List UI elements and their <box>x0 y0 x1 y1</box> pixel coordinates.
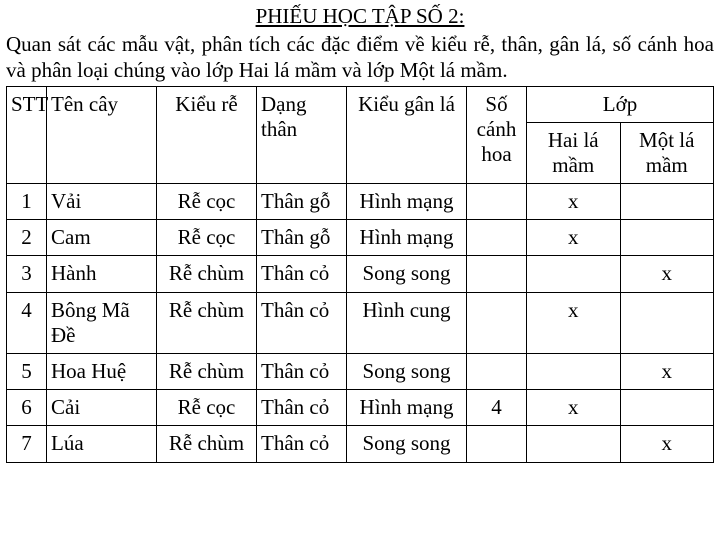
cell-than: Thân cỏ <box>257 354 347 390</box>
table-body: 1VảiRễ cọcThân gỗHình mạngx2CamRễ cọcThâ… <box>7 184 714 463</box>
col-gan: Kiểu gân lá <box>347 86 467 184</box>
cell-gan: Hình cung <box>347 292 467 353</box>
cell-lop-mot <box>620 292 714 353</box>
cell-stt: 7 <box>7 426 47 462</box>
cell-gan: Hình mạng <box>347 220 467 256</box>
cell-ten: Bông Mã Đề <box>47 292 157 353</box>
cell-lop-mot: x <box>620 426 714 462</box>
cell-so <box>467 292 527 353</box>
cell-stt: 2 <box>7 220 47 256</box>
cell-lop-mot <box>620 390 714 426</box>
table-row: 7LúaRễ chùmThân cỏSong song x <box>7 426 714 462</box>
cell-re: Rễ chùm <box>157 256 257 292</box>
cell-re: Rễ chùm <box>157 292 257 353</box>
cell-than: Thân gỗ <box>257 220 347 256</box>
table-row: 4Bông Mã ĐềRễ chùmThân cỏHình cung x <box>7 292 714 353</box>
col-lop: Lớp <box>527 86 714 122</box>
cell-gan: Song song <box>347 354 467 390</box>
cell-stt: 3 <box>7 256 47 292</box>
cell-lop-hai: x <box>527 184 621 220</box>
cell-than: Thân cỏ <box>257 390 347 426</box>
cell-than: Thân cỏ <box>257 256 347 292</box>
table-header-row-1: STT Tên cây Kiểu rễ Dạng thân Kiểu gân l… <box>7 86 714 122</box>
cell-re: Rễ cọc <box>157 220 257 256</box>
table-row: 6CảiRễ cọcThân cỏHình mạng4x <box>7 390 714 426</box>
cell-stt: 1 <box>7 184 47 220</box>
cell-lop-mot <box>620 184 714 220</box>
col-ten: Tên cây <box>47 86 157 184</box>
cell-gan: Song song <box>347 426 467 462</box>
cell-lop-hai: x <box>527 292 621 353</box>
cell-lop-hai <box>527 426 621 462</box>
col-lop-hai: Hai lá mầm <box>527 122 621 183</box>
cell-gan: Hình mạng <box>347 390 467 426</box>
cell-re: Rễ chùm <box>157 354 257 390</box>
cell-than: Thân cỏ <box>257 292 347 353</box>
cell-so <box>467 184 527 220</box>
cell-ten: Cải <box>47 390 157 426</box>
cell-ten: Vải <box>47 184 157 220</box>
worksheet-title: PHIẾU HỌC TẬP SỐ 2: <box>6 4 714 29</box>
cell-ten: Cam <box>47 220 157 256</box>
cell-lop-mot: x <box>620 256 714 292</box>
cell-gan: Song song <box>347 256 467 292</box>
cell-lop-hai: x <box>527 220 621 256</box>
table-row: 5Hoa HuệRễ chùmThân cỏSong song x <box>7 354 714 390</box>
cell-re: Rễ cọc <box>157 184 257 220</box>
col-so: Số cánh hoa <box>467 86 527 184</box>
cell-stt: 5 <box>7 354 47 390</box>
col-lop-mot: Một lá mầm <box>620 122 714 183</box>
cell-ten: Hành <box>47 256 157 292</box>
cell-lop-mot: x <box>620 354 714 390</box>
classification-table: STT Tên cây Kiểu rễ Dạng thân Kiểu gân l… <box>6 86 714 463</box>
cell-lop-hai: x <box>527 390 621 426</box>
cell-than: Thân cỏ <box>257 426 347 462</box>
cell-ten: Hoa Huệ <box>47 354 157 390</box>
cell-so: 4 <box>467 390 527 426</box>
table-row: 2CamRễ cọcThân gỗHình mạng x <box>7 220 714 256</box>
cell-ten: Lúa <box>47 426 157 462</box>
cell-re: Rễ chùm <box>157 426 257 462</box>
table-row: 1VảiRễ cọcThân gỗHình mạng x <box>7 184 714 220</box>
cell-so <box>467 354 527 390</box>
cell-so <box>467 426 527 462</box>
cell-stt: 6 <box>7 390 47 426</box>
cell-stt: 4 <box>7 292 47 353</box>
col-stt: STT <box>7 86 47 184</box>
cell-lop-hai <box>527 354 621 390</box>
table-row: 3HànhRễ chùmThân cỏSong song x <box>7 256 714 292</box>
col-re: Kiểu rễ <box>157 86 257 184</box>
cell-than: Thân gỗ <box>257 184 347 220</box>
cell-lop-mot <box>620 220 714 256</box>
cell-lop-hai <box>527 256 621 292</box>
cell-gan: Hình mạng <box>347 184 467 220</box>
col-than: Dạng thân <box>257 86 347 184</box>
worksheet-description: Quan sát các mẫu vật, phân tích các đặc … <box>6 31 714 84</box>
cell-so <box>467 256 527 292</box>
cell-re: Rễ cọc <box>157 390 257 426</box>
cell-so <box>467 220 527 256</box>
